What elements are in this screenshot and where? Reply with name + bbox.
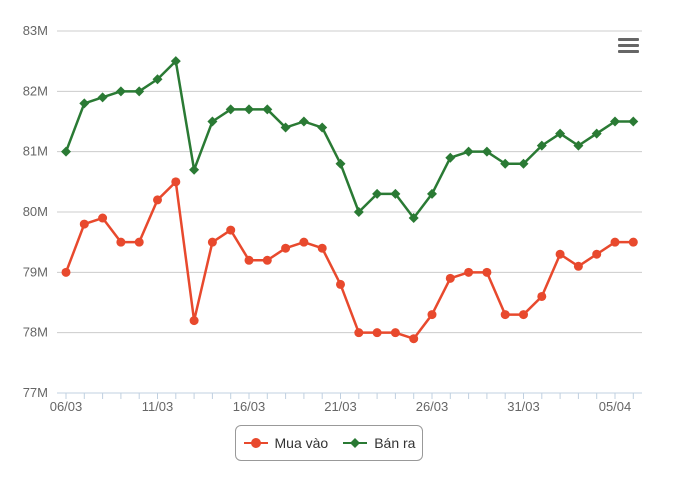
data-point[interactable] xyxy=(97,92,108,103)
data-point[interactable] xyxy=(281,243,291,253)
y-tick-label: 77M xyxy=(23,385,48,400)
series-line xyxy=(64,59,634,220)
data-point[interactable] xyxy=(207,116,218,127)
data-point[interactable] xyxy=(134,86,145,97)
data-point[interactable] xyxy=(463,146,474,157)
legend: Mua vào Bán ra xyxy=(235,425,423,461)
data-point[interactable] xyxy=(482,267,492,277)
y-tick-label: 78M xyxy=(23,325,48,340)
data-point[interactable] xyxy=(152,74,163,85)
x-tick-label: 05/04 xyxy=(599,399,632,414)
data-point[interactable] xyxy=(280,122,291,133)
data-point[interactable] xyxy=(317,243,327,253)
data-point[interactable] xyxy=(299,237,309,247)
legend-label-ban-ra: Bán ra xyxy=(374,435,416,451)
x-tick-label: 16/03 xyxy=(233,399,266,414)
data-point[interactable] xyxy=(481,146,492,157)
data-point[interactable] xyxy=(171,177,181,187)
data-point[interactable] xyxy=(317,122,328,133)
data-point[interactable] xyxy=(628,237,638,247)
data-point[interactable] xyxy=(390,328,400,338)
data-point[interactable] xyxy=(519,310,528,320)
grid-lines xyxy=(57,30,642,394)
data-point[interactable] xyxy=(189,164,200,175)
data-point[interactable] xyxy=(390,188,401,199)
legend-item-mua-vao[interactable]: Mua vào xyxy=(243,435,329,451)
x-tick-label: 31/03 xyxy=(507,399,540,414)
x-tick-label: 26/03 xyxy=(416,399,449,414)
data-point[interactable] xyxy=(537,291,547,301)
series-layer xyxy=(61,56,639,344)
data-point[interactable] xyxy=(336,279,345,289)
x-axis: 06/03 11/03 16/03 21/03 26/03 31/03 05/04 xyxy=(50,392,642,414)
data-point[interactable] xyxy=(518,158,529,169)
data-point[interactable] xyxy=(335,158,346,169)
data-point[interactable] xyxy=(79,98,90,109)
y-tick-label: 80M xyxy=(23,204,48,219)
data-point[interactable] xyxy=(61,267,71,277)
data-point[interactable] xyxy=(170,56,181,67)
y-tick-label: 82M xyxy=(23,83,48,98)
data-point[interactable] xyxy=(298,116,309,127)
data-point[interactable] xyxy=(610,116,620,127)
data-point[interactable] xyxy=(445,152,456,163)
hamburger-menu-icon[interactable] xyxy=(612,32,644,60)
data-point[interactable] xyxy=(354,328,364,338)
y-tick-label: 81M xyxy=(23,144,48,159)
data-point[interactable] xyxy=(555,249,565,259)
data-point[interactable] xyxy=(427,188,437,199)
data-point[interactable] xyxy=(408,213,419,224)
data-point[interactable] xyxy=(353,207,364,217)
data-point[interactable] xyxy=(189,316,199,326)
series-mua-vao xyxy=(61,177,638,344)
data-point[interactable] xyxy=(372,188,383,199)
data-point[interactable] xyxy=(409,334,419,344)
y-tick-label: 79M xyxy=(23,264,48,279)
data-point[interactable] xyxy=(427,310,437,320)
data-point[interactable] xyxy=(225,104,236,115)
data-point[interactable] xyxy=(500,310,510,320)
data-point[interactable] xyxy=(153,195,162,205)
data-point[interactable] xyxy=(536,140,547,151)
data-point[interactable] xyxy=(244,104,254,115)
data-point[interactable] xyxy=(610,237,620,247)
data-point[interactable] xyxy=(115,86,126,97)
data-point[interactable] xyxy=(262,104,273,115)
series-line xyxy=(64,180,634,340)
legend-marker-circle-icon xyxy=(243,438,268,448)
legend-item-ban-ra[interactable]: Bán ra xyxy=(342,435,415,451)
data-point[interactable] xyxy=(262,255,272,265)
data-point[interactable] xyxy=(445,273,455,283)
x-tick-label: 06/03 xyxy=(50,399,83,414)
data-point[interactable] xyxy=(555,128,566,139)
legend-marker-diamond-icon xyxy=(343,438,368,448)
data-point[interactable] xyxy=(244,255,254,265)
x-tick-label: 21/03 xyxy=(324,399,357,414)
data-point[interactable] xyxy=(591,128,602,139)
data-point[interactable] xyxy=(98,213,108,223)
data-point[interactable] xyxy=(372,328,382,338)
data-point[interactable] xyxy=(79,219,89,229)
data-point[interactable] xyxy=(592,249,602,259)
y-tick-label: 83M xyxy=(23,23,48,38)
data-point[interactable] xyxy=(226,225,236,235)
data-point[interactable] xyxy=(500,158,511,169)
data-point[interactable] xyxy=(573,140,584,151)
data-point[interactable] xyxy=(207,237,217,247)
series-ban-ra xyxy=(61,56,639,224)
x-tick-label: 11/03 xyxy=(142,399,174,414)
data-point[interactable] xyxy=(573,261,583,271)
legend-label-mua-vao: Mua vào xyxy=(274,435,329,451)
y-axis: 77M 78M 79M 80M 81M 82M 83M xyxy=(23,23,48,400)
data-point[interactable] xyxy=(464,267,474,277)
data-point[interactable] xyxy=(61,146,71,157)
data-point[interactable] xyxy=(116,237,126,247)
data-point[interactable] xyxy=(134,237,144,247)
data-point[interactable] xyxy=(628,116,639,127)
